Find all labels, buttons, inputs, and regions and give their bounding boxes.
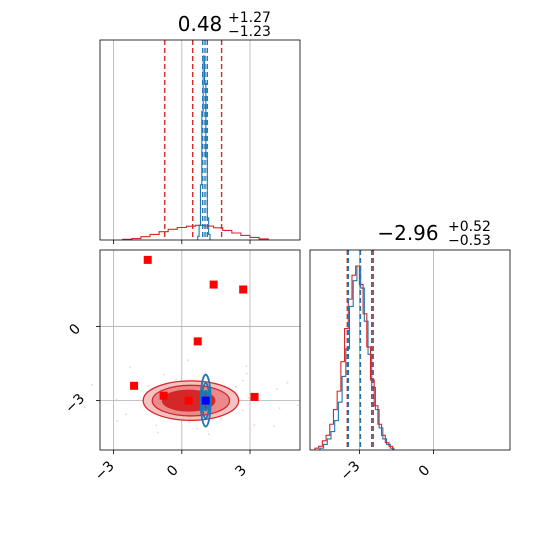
bottom-left-sample-dot — [147, 384, 150, 387]
bottom-right-x-tick-label: −3 — [338, 458, 364, 484]
bottom-left-sample-dot — [253, 424, 256, 427]
bottom-left-sample-dot — [286, 381, 289, 384]
bottom-right-x-tick-label: 0 — [416, 462, 434, 480]
bottom-left-sample-dot — [247, 397, 250, 400]
bottom-right-quantile-lines — [346, 250, 374, 450]
bottom-right-title: −2.96 — [377, 221, 438, 245]
bottom-left-sample-dot — [90, 383, 93, 386]
bottom-right-x-ticks: −3 0 — [338, 450, 434, 484]
bottom-left-sample-dot — [204, 372, 207, 375]
bottom-right-series — [314, 265, 395, 450]
bottom-left-markers — [130, 255, 259, 405]
bottom-left-sample-dot — [207, 433, 210, 436]
top-left-quantile-lines — [164, 40, 223, 240]
bottom-left-sample-dot — [275, 388, 278, 391]
bottom-left-red-marker — [159, 391, 168, 400]
bottom-right-series-red — [314, 265, 394, 450]
bottom-left-red-marker — [184, 396, 193, 405]
bottom-left-sample-dot — [188, 421, 191, 424]
bottom-left-red-marker — [193, 337, 202, 346]
bottom-left-sample-dot — [296, 404, 299, 407]
bottom-left-red-marker — [143, 255, 152, 264]
bottom-left-y-tick-label: −3 — [62, 391, 88, 417]
bottom-left-2d-panel: −3 0 3 0 −3 — [62, 249, 301, 484]
bottom-left-x-ticks: −3 0 3 — [92, 450, 251, 484]
bottom-left-sample-dot — [155, 424, 158, 427]
bottom-left-sample-dot — [129, 366, 132, 369]
bottom-left-sample-dot — [175, 378, 178, 381]
bottom-left-sample-dot — [196, 427, 199, 430]
bottom-left-blue-marker — [201, 396, 210, 405]
bottom-left-x-tick-label: 3 — [232, 462, 250, 480]
bottom-left-sample-dot — [156, 431, 159, 434]
top-left-series — [122, 55, 269, 240]
bottom-left-sample-dot — [273, 425, 276, 428]
bottom-left-sample-dot — [162, 373, 165, 376]
top-left-axes-frame — [99, 39, 301, 241]
top-left-title-lower: −1.23 — [228, 24, 271, 40]
bottom-left-red-marker — [209, 280, 218, 289]
bottom-left-sample-dot — [116, 419, 119, 422]
bottom-left-sample-dot — [241, 409, 244, 412]
bottom-right-title-upper: +0.52 — [448, 219, 491, 235]
bottom-left-sample-dot — [234, 385, 237, 388]
bottom-left-axes-frame — [99, 249, 301, 451]
bottom-left-sample-dot — [186, 359, 189, 362]
bottom-left-red-marker — [239, 285, 248, 294]
top-left-series-red — [122, 224, 269, 240]
top-left-title: 0.48 — [178, 12, 223, 36]
bottom-left-sample-dot — [278, 407, 281, 410]
top-left-grid — [113, 40, 251, 240]
bottom-left-sample-dot — [241, 379, 244, 382]
bottom-left-x-tick-label: 0 — [164, 462, 182, 480]
bottom-left-blue-contour-0 — [199, 373, 212, 428]
bottom-left-sample-dot — [115, 398, 118, 401]
top-left-x-ticks — [113, 240, 251, 244]
top-left-series-blue — [197, 55, 211, 240]
bottom-left-red-marker — [250, 392, 259, 401]
bottom-left-sample-dot — [219, 418, 222, 421]
top-left-histogram-panel: 0.48 +1.27 −1.23 — [99, 10, 301, 244]
bottom-left-red-marker — [130, 381, 139, 390]
bottom-left-sample-dot — [245, 372, 248, 375]
bottom-right-histogram-panel: −3 0 −2.96 +0.52 −0.53 — [309, 219, 511, 484]
bottom-left-sample-dot — [245, 364, 248, 367]
bottom-right-series-blue — [319, 265, 395, 450]
bottom-left-y-ticks: 0 −3 — [62, 321, 100, 417]
bottom-left-sample-dot — [125, 413, 128, 416]
bottom-right-axes-frame — [309, 249, 511, 451]
bottom-left-y-tick-label: 0 — [66, 321, 84, 339]
top-left-title-upper: +1.27 — [228, 10, 271, 26]
bottom-left-sample-dot — [83, 406, 86, 409]
bottom-right-title-lower: −0.53 — [448, 233, 491, 249]
bottom-left-x-tick-label: −3 — [92, 458, 118, 484]
